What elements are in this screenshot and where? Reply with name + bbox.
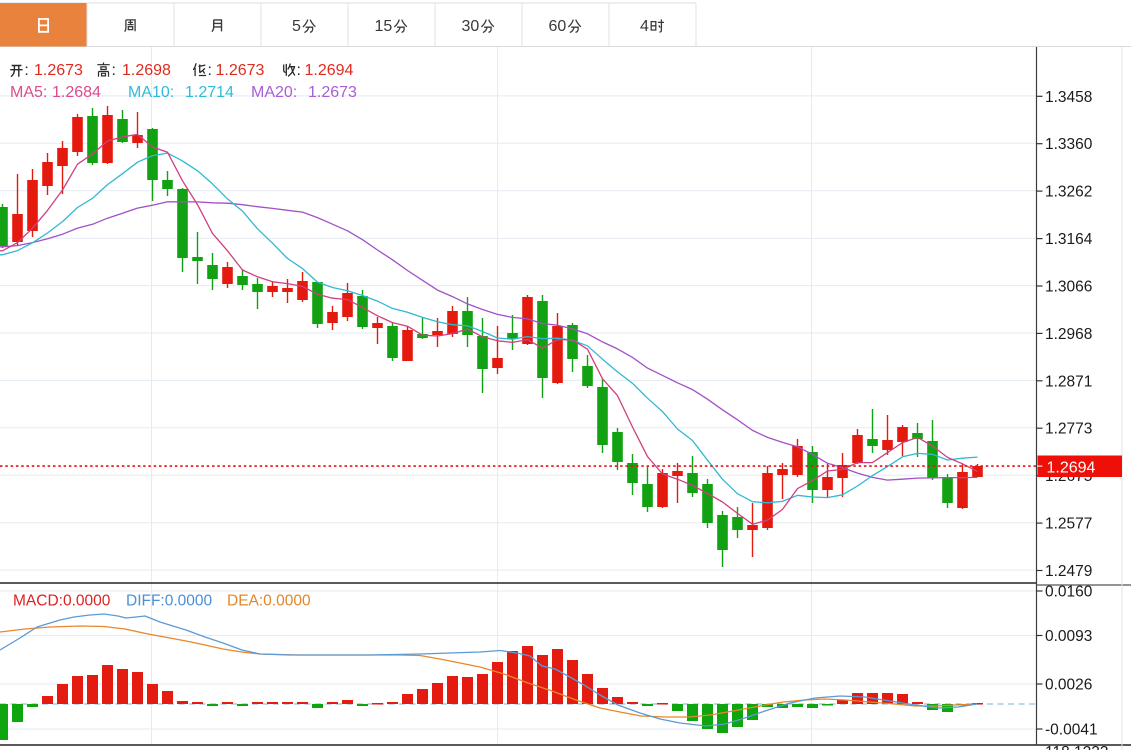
svg-text:118.1233: 118.1233 (1045, 744, 1109, 750)
svg-text:1.2577: 1.2577 (1045, 516, 1092, 533)
svg-text:MA5:: MA5: (10, 84, 47, 101)
svg-text:0.0093: 0.0093 (1045, 628, 1092, 645)
svg-text:1.2714: 1.2714 (185, 84, 234, 101)
svg-text:1.2673: 1.2673 (34, 62, 83, 79)
svg-text:4: 4 (640, 18, 649, 35)
svg-text:60: 60 (549, 18, 567, 35)
svg-text:MA20:: MA20: (251, 84, 297, 101)
svg-text:1.2773: 1.2773 (1045, 421, 1092, 438)
svg-text:1.2694: 1.2694 (1047, 459, 1096, 476)
svg-text:DEA:0.0000: DEA:0.0000 (227, 593, 311, 610)
svg-text:1.2694: 1.2694 (305, 62, 354, 79)
svg-text:1.2684: 1.2684 (52, 84, 101, 101)
svg-text:1.3066: 1.3066 (1045, 279, 1092, 296)
svg-text::: : (297, 62, 301, 79)
svg-text:1.3360: 1.3360 (1045, 136, 1093, 153)
svg-text:0.0160: 0.0160 (1045, 584, 1093, 601)
svg-text:MA10:: MA10: (128, 84, 174, 101)
svg-text:30: 30 (462, 18, 480, 35)
svg-text:1.2673: 1.2673 (216, 62, 265, 79)
svg-text:DIFF:0.0000: DIFF:0.0000 (126, 593, 213, 610)
svg-text:-0.0041: -0.0041 (1045, 722, 1098, 739)
svg-text:5: 5 (292, 18, 301, 35)
svg-text:15: 15 (375, 18, 393, 35)
svg-text:MACD:0.0000: MACD:0.0000 (13, 593, 111, 610)
svg-text:1.3262: 1.3262 (1045, 184, 1092, 201)
svg-text:1.2968: 1.2968 (1045, 326, 1092, 343)
svg-text::: : (112, 62, 116, 79)
svg-text:1.2673: 1.2673 (308, 84, 357, 101)
svg-text:0.0026: 0.0026 (1045, 677, 1092, 694)
svg-text::: : (24, 62, 28, 79)
svg-text:1.2698: 1.2698 (122, 62, 171, 79)
svg-text:1.3164: 1.3164 (1045, 231, 1093, 248)
svg-text:1.2871: 1.2871 (1045, 373, 1092, 390)
svg-text::: : (208, 62, 212, 79)
svg-text:1.2479: 1.2479 (1045, 563, 1092, 580)
svg-text:1.3458: 1.3458 (1045, 89, 1092, 106)
